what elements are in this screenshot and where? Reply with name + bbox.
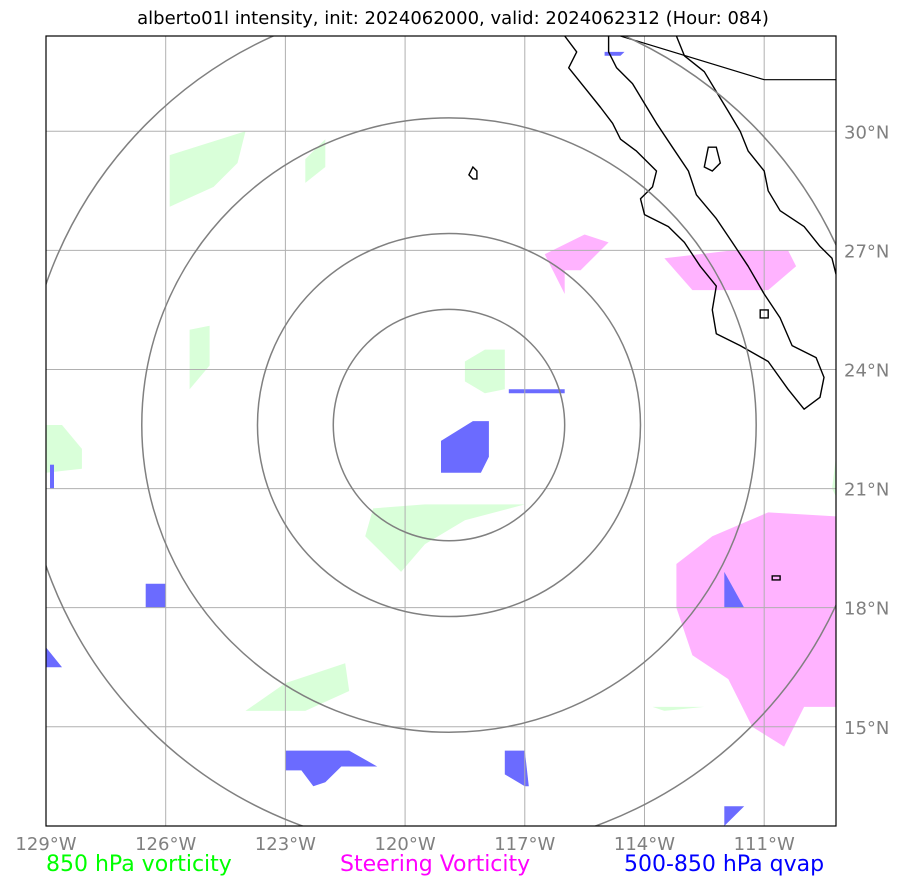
lon-tick-label: 129°W (15, 834, 76, 855)
vorticity-850-area (46, 425, 82, 473)
lat-tick-label: 18°N (844, 599, 889, 620)
lat-tick-label: 15°N (844, 718, 889, 739)
vorticity-850-area (652, 706, 705, 711)
vorticity-850-area (832, 456, 836, 497)
qvap-area (441, 421, 489, 473)
qvap-area (504, 750, 529, 787)
coastline (564, 36, 825, 410)
lon-tick-label: 114°W (614, 834, 675, 855)
range-ring (256, 232, 642, 618)
island (468, 165, 478, 180)
lat-tick-label: 24°N (844, 360, 889, 381)
lon-tick-label: 111°W (734, 834, 795, 855)
steering-vorticity-area (664, 250, 797, 291)
island (771, 575, 781, 581)
legend-qvap: 500-850 hPa qvap (624, 852, 825, 877)
axis-tick-labels: 129°W 126°W 123°W 120°W 117°W 114°W 111°W 30°N 2… (15, 122, 889, 855)
country-border (620, 36, 836, 81)
qvap-area (46, 647, 62, 668)
map-frame (45, 35, 837, 827)
vorticity-850-area (189, 325, 210, 390)
island (703, 146, 722, 172)
lat-tick-label: 27°N (844, 241, 889, 262)
coastline (675, 36, 836, 275)
qvap-area (724, 806, 745, 826)
steering-vorticity-area (676, 512, 836, 747)
island (759, 309, 769, 319)
steering-vorticity-area (544, 234, 609, 294)
coastline-layer (468, 36, 836, 581)
vorticity-850-area (169, 131, 246, 207)
lat-tick-label: 21°N (844, 480, 889, 501)
lon-tick-label: 123°W (255, 834, 316, 855)
range-ring (141, 117, 757, 733)
qvap-area (724, 571, 745, 608)
qvap-area (145, 583, 166, 608)
legend-steering-vorticity: Steering Vorticity (340, 852, 531, 877)
qvap-area (285, 750, 378, 787)
lon-tick-label: 117°W (494, 834, 555, 855)
range-ring (332, 308, 566, 542)
qvap-area (50, 464, 54, 489)
legend-850-hpa-vorticity: 850 hPa vorticity (46, 852, 232, 877)
vorticity-850-area (464, 349, 505, 394)
lat-tick-label: 30°N (844, 122, 889, 143)
lon-tick-label: 126°W (135, 834, 196, 855)
map-title: alberto01l intensity, init: 2024062000, … (137, 8, 769, 29)
qvap-layer (46, 51, 745, 826)
vorticity-850-area (245, 663, 350, 711)
range-rings (46, 36, 836, 826)
steering-vorticity-layer (544, 234, 836, 747)
qvap-area (508, 389, 565, 394)
vorticity-850-area (305, 139, 326, 183)
gridlines (46, 36, 836, 826)
lon-tick-label: 120°W (375, 834, 436, 855)
